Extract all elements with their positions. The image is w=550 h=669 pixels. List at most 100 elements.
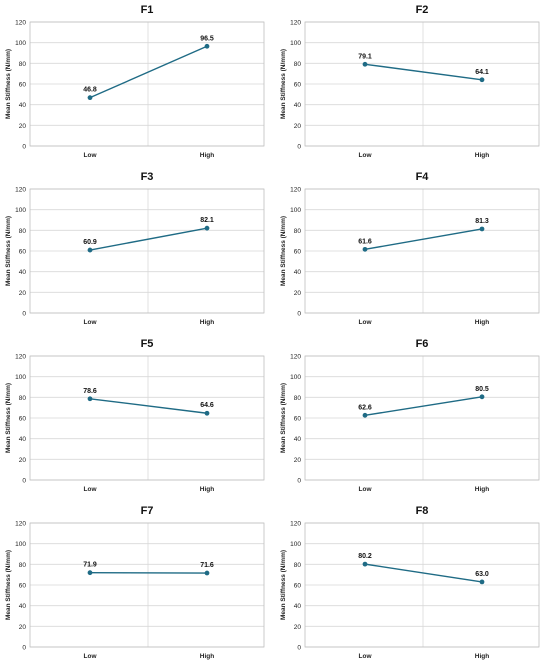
y-tick-label: 80 bbox=[19, 228, 27, 235]
plot-area bbox=[29, 355, 265, 481]
data-point-high bbox=[479, 579, 485, 585]
y-tick-label: 120 bbox=[15, 354, 26, 361]
y-tick-label: 60 bbox=[19, 583, 27, 590]
y-axis-label: Mean Stiffness (N/mm) bbox=[280, 550, 287, 620]
y-tick-label: 100 bbox=[15, 40, 26, 47]
series-line bbox=[89, 45, 208, 99]
x-tick-label-high: High bbox=[475, 653, 489, 660]
data-point-high bbox=[204, 225, 210, 231]
y-tick-label: 60 bbox=[19, 416, 27, 423]
y-axis-label: Mean Stiffness (N/mm) bbox=[5, 216, 12, 286]
chart-svg: F5 0 20 40 60 80 100 120 Mean Stiffness (N/mm) Lo… bbox=[5, 338, 265, 493]
x-tick-label-low: Low bbox=[84, 152, 98, 159]
x-tick-label-high: High bbox=[200, 152, 214, 159]
data-label-low: 61.6 bbox=[358, 238, 372, 245]
data-label-high: 71.6 bbox=[200, 562, 214, 569]
y-axis-label: Mean Stiffness (N/mm) bbox=[280, 216, 287, 286]
x-tick-label-low: Low bbox=[84, 653, 98, 660]
data-point-low bbox=[362, 61, 368, 67]
data-point-low bbox=[87, 570, 93, 576]
y-tick-label: 120 bbox=[290, 354, 301, 361]
y-tick-label: 40 bbox=[19, 269, 27, 276]
chart-title: F2 bbox=[416, 4, 429, 16]
chart-svg: F3 0 20 40 60 80 100 120 Mean Stiffness (N/mm) Lo… bbox=[5, 171, 265, 326]
series-line bbox=[364, 396, 483, 417]
data-point-low bbox=[87, 247, 93, 253]
data-label-high: 82.1 bbox=[200, 217, 214, 224]
plot-area bbox=[29, 522, 265, 648]
y-tick-label: 0 bbox=[297, 311, 301, 318]
chart-panel-f5: F5 0 20 40 60 80 100 120 Mean Stiffness (N/mm) Lo… bbox=[0, 334, 275, 501]
data-label-high: 80.5 bbox=[475, 386, 489, 393]
y-tick-label: 80 bbox=[294, 228, 302, 235]
chart-panel-f8: F8 0 20 40 60 80 100 120 Mean Stiffness (N/mm) Lo… bbox=[275, 501, 550, 668]
chart-title: F7 bbox=[141, 505, 154, 517]
series-line bbox=[364, 63, 483, 81]
y-tick-label: 100 bbox=[15, 374, 26, 381]
x-tick-label-low: Low bbox=[359, 319, 373, 326]
x-tick-label-high: High bbox=[475, 319, 489, 326]
y-tick-label: 20 bbox=[294, 457, 302, 464]
chart-svg: F1 0 20 40 60 80 100 120 Mean Stiffness (N/mm) Lo… bbox=[5, 4, 265, 159]
chart-panel-f3: F3 0 20 40 60 80 100 120 Mean Stiffness (N/mm) Lo… bbox=[0, 167, 275, 334]
y-axis-label: Mean Stiffness (N/mm) bbox=[280, 383, 287, 453]
y-tick-label: 0 bbox=[22, 478, 26, 485]
data-point-high bbox=[479, 394, 485, 400]
data-label-low: 46.8 bbox=[83, 87, 97, 94]
series-line bbox=[364, 228, 483, 251]
data-label-low: 79.1 bbox=[358, 53, 372, 60]
y-tick-label: 100 bbox=[290, 541, 301, 548]
y-tick-label: 120 bbox=[15, 20, 26, 27]
data-label-high: 96.5 bbox=[200, 35, 214, 42]
y-tick-label: 60 bbox=[294, 416, 302, 423]
y-tick-label: 40 bbox=[19, 603, 27, 610]
series-line bbox=[89, 227, 208, 251]
data-point-high bbox=[479, 77, 485, 83]
x-tick-label-low: Low bbox=[359, 653, 373, 660]
y-tick-label: 120 bbox=[290, 20, 301, 27]
data-point-low bbox=[362, 412, 368, 418]
data-label-high: 64.1 bbox=[475, 69, 489, 76]
y-tick-label: 100 bbox=[290, 374, 301, 381]
chart-title: F3 bbox=[141, 171, 154, 183]
y-tick-label: 120 bbox=[290, 187, 301, 194]
y-tick-label: 40 bbox=[294, 269, 302, 276]
chart-title: F1 bbox=[141, 4, 154, 16]
y-tick-label: 0 bbox=[297, 645, 301, 652]
x-tick-label-high: High bbox=[475, 486, 489, 493]
y-tick-label: 60 bbox=[19, 249, 27, 256]
data-point-high bbox=[204, 43, 210, 49]
chart-svg: F4 0 20 40 60 80 100 120 Mean Stiffness (N/mm) Lo… bbox=[280, 171, 540, 326]
data-point-low bbox=[362, 561, 368, 567]
chart-panel-f4: F4 0 20 40 60 80 100 120 Mean Stiffness (N/mm) Lo… bbox=[275, 167, 550, 334]
chart-svg: F2 0 20 40 60 80 100 120 Mean Stiffness (N/mm) Lo… bbox=[280, 4, 540, 159]
data-label-low: 60.9 bbox=[83, 239, 97, 246]
y-tick-label: 40 bbox=[19, 436, 27, 443]
y-tick-label: 0 bbox=[22, 311, 26, 318]
data-label-low: 78.6 bbox=[83, 388, 97, 395]
chart-title: F8 bbox=[416, 505, 429, 517]
data-label-high: 63.0 bbox=[475, 571, 489, 578]
y-tick-label: 0 bbox=[22, 645, 26, 652]
y-tick-label: 60 bbox=[294, 82, 302, 89]
y-tick-label: 20 bbox=[19, 457, 27, 464]
x-tick-label-high: High bbox=[200, 486, 214, 493]
chart-title: F6 bbox=[416, 338, 429, 350]
y-tick-label: 80 bbox=[19, 61, 27, 68]
y-tick-label: 120 bbox=[290, 521, 301, 528]
plot-area bbox=[304, 355, 540, 481]
series-line bbox=[364, 563, 483, 583]
x-tick-label-high: High bbox=[475, 152, 489, 159]
chart-panel-f1: F1 0 20 40 60 80 100 120 Mean Stiffness (N/mm) Lo… bbox=[0, 0, 275, 167]
y-tick-label: 40 bbox=[294, 603, 302, 610]
y-tick-label: 20 bbox=[19, 123, 27, 130]
y-tick-label: 40 bbox=[294, 102, 302, 109]
x-tick-label-low: Low bbox=[84, 486, 98, 493]
data-point-low bbox=[87, 396, 93, 402]
y-tick-label: 120 bbox=[15, 521, 26, 528]
y-tick-label: 80 bbox=[19, 395, 27, 402]
chart-title: F5 bbox=[141, 338, 154, 350]
y-tick-label: 20 bbox=[294, 123, 302, 130]
plot-area bbox=[29, 188, 265, 314]
